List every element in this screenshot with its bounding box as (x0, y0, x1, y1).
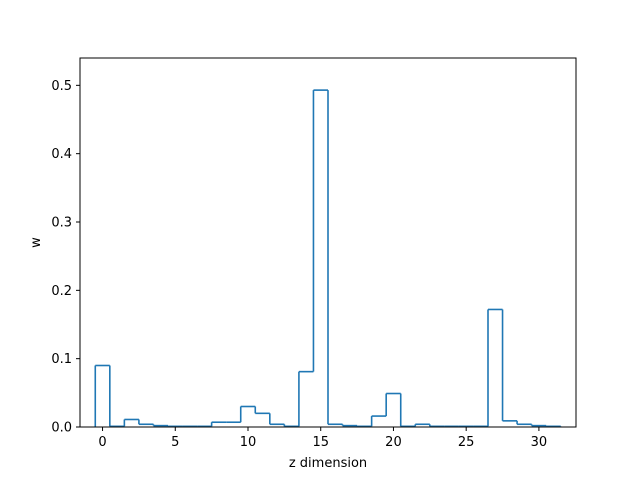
y-tick-label: 0.4 (51, 147, 72, 162)
x-tick-label: 10 (240, 435, 257, 450)
x-tick-label: 0 (98, 435, 106, 450)
y-tick-label: 0.2 (51, 284, 72, 299)
plot-layer (94, 89, 562, 428)
x-tick-label: 15 (312, 435, 329, 450)
y-axis: 0.0 0.1 0.2 0.3 0.4 0.5 (51, 79, 80, 436)
x-axis: 0 5 10 15 20 25 30 (98, 427, 547, 450)
x-tick-label: 30 (531, 435, 548, 450)
y-axis-label: w (29, 237, 44, 248)
x-tick-label: 5 (171, 435, 179, 450)
y-tick-label: 0.0 (51, 421, 72, 436)
y-tick-label: 0.5 (51, 79, 72, 94)
y-tick-label: 0.1 (51, 352, 72, 367)
y-tick-label: 0.3 (51, 216, 72, 231)
x-axis-label: z dimension (289, 456, 367, 471)
x-tick-label: 20 (385, 435, 402, 450)
x-tick-label: 25 (458, 435, 475, 450)
plot-frame (79, 57, 577, 428)
